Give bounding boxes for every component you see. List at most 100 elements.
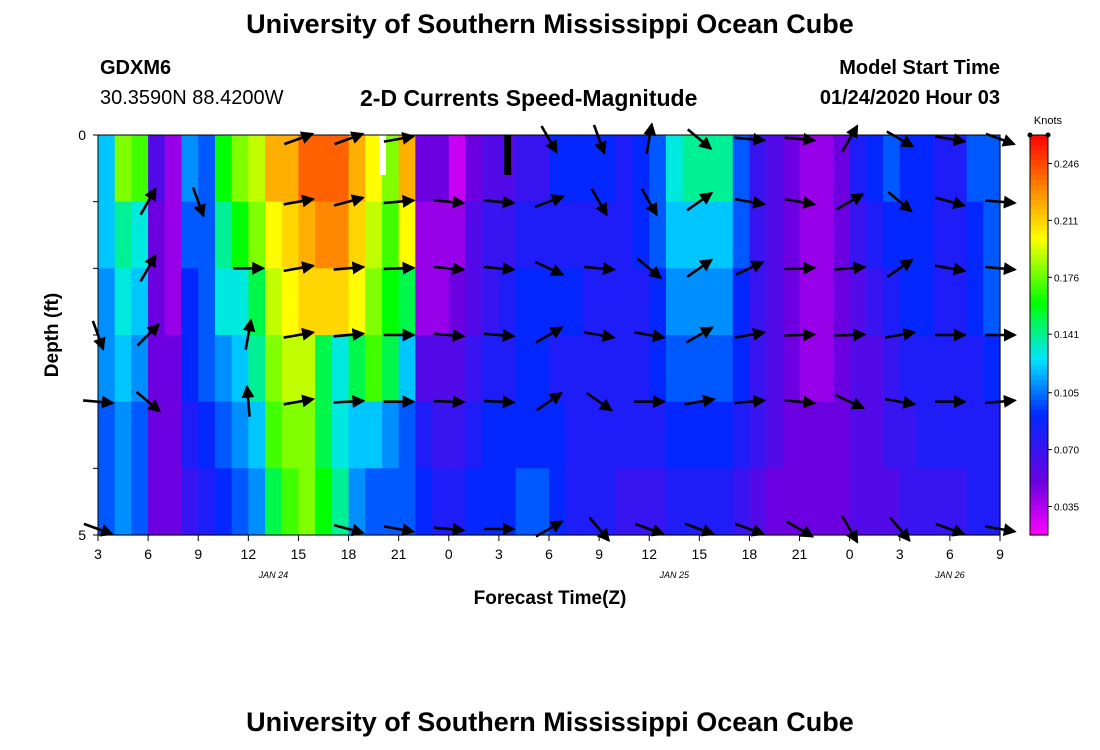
colorbar-segment — [1030, 475, 1048, 481]
heatmap-cell — [148, 135, 166, 203]
heatmap-cell — [582, 335, 600, 403]
heatmap-cell — [599, 201, 617, 269]
colorbar-segment — [1030, 260, 1048, 266]
x-tick-label: 12 — [641, 546, 657, 562]
current-vector — [586, 392, 613, 412]
heatmap-cell — [916, 201, 934, 269]
heatmap-cell — [298, 268, 316, 336]
model-start-label: Model Start Time — [839, 57, 1000, 79]
heatmap-cell — [565, 468, 583, 536]
colorbar-segment — [1030, 355, 1048, 361]
colorbar-segment — [1030, 215, 1048, 221]
colorbar-segment — [1030, 495, 1048, 501]
colorbar-tick-label: 0.141 — [1054, 330, 1079, 341]
heatmap-cell — [365, 401, 383, 469]
colorbar-tick-label: 0.176 — [1054, 273, 1079, 284]
colorbar-segment — [1030, 350, 1048, 356]
heatmap-cell — [482, 135, 500, 203]
heatmap-cell — [832, 201, 851, 269]
heatmap-cell — [348, 201, 366, 269]
heatmap-cell — [949, 401, 968, 469]
heatmap-cell — [482, 268, 500, 336]
heatmap-cell — [565, 135, 583, 203]
heatmap-cell — [565, 401, 583, 469]
heatmap-cell — [749, 401, 767, 469]
colorbar-segment — [1030, 315, 1048, 321]
heatmap-cell — [432, 401, 450, 469]
heatmap-cell — [866, 335, 884, 403]
heatmap-cell — [933, 335, 951, 403]
colorbar-segment — [1030, 345, 1048, 351]
heatmap-cell — [565, 268, 583, 336]
heatmap-cell — [549, 201, 567, 269]
heatmap-cell — [248, 468, 266, 536]
current-vector — [636, 257, 663, 280]
current-vector — [785, 520, 815, 538]
heatmap-cell — [549, 335, 567, 403]
heatmap-cell — [365, 335, 383, 403]
colorbar-segment — [1030, 145, 1048, 151]
heatmap-cell — [448, 401, 467, 469]
heatmap-cell — [899, 135, 918, 203]
current-vector — [884, 327, 917, 341]
current-vector — [886, 258, 914, 278]
colorbar-segment — [1030, 510, 1048, 516]
colorbar-segment — [1030, 320, 1048, 326]
colorbar-segment — [1030, 405, 1048, 411]
heatmap-cell — [248, 201, 266, 269]
x-tick-label: 15 — [692, 546, 708, 562]
current-vector — [836, 193, 865, 211]
colorbar-tick-label: 0.070 — [1054, 446, 1079, 457]
heatmap-cell — [148, 401, 166, 469]
heatmap-cell — [515, 268, 533, 336]
heatmap-cell — [98, 268, 116, 336]
heatmap-cell — [248, 335, 266, 403]
current-vector — [383, 131, 416, 145]
current-vector — [191, 187, 206, 218]
heatmap-cell — [883, 401, 901, 469]
current-vector — [841, 515, 859, 544]
colorbar-segment — [1030, 310, 1048, 316]
colorbar-segment — [1030, 485, 1048, 491]
colorbar-segment — [1030, 280, 1048, 286]
x-tick-label: 6 — [545, 546, 553, 562]
heatmap-cell — [933, 268, 951, 336]
colorbar-segment — [1030, 410, 1048, 416]
current-vector — [734, 394, 767, 408]
heatmap-cell — [849, 335, 867, 403]
heatmap-cell — [665, 335, 684, 403]
current-vector — [241, 384, 255, 417]
heatmap-cell — [148, 201, 166, 269]
current-vector — [433, 395, 466, 409]
x-tick-label: 3 — [896, 546, 904, 562]
heatmap-cell — [498, 335, 517, 403]
current-vector — [333, 194, 365, 207]
heatmap-cell — [799, 268, 817, 336]
heatmap-cell — [782, 401, 801, 469]
heatmap-cell — [164, 135, 183, 203]
current-vector — [684, 522, 716, 537]
heatmap-cell — [482, 335, 500, 403]
colorbar-segment — [1030, 270, 1048, 276]
heatmap-cell — [699, 401, 717, 469]
y-axis-label: Depth (ft) — [42, 293, 63, 377]
current-vector — [686, 128, 713, 150]
heatmap-cell — [231, 201, 249, 269]
heatmap-cell — [916, 135, 934, 203]
heatmap-cell — [933, 135, 951, 203]
colorbar-segment — [1030, 370, 1048, 376]
heatmap-cell — [498, 401, 517, 469]
heatmap-cell — [799, 401, 817, 469]
x-tick-label: 15 — [291, 546, 307, 562]
current-vector — [835, 394, 866, 410]
heatmap-cell — [632, 268, 650, 336]
heatmap-cell — [732, 201, 751, 269]
heatmap-cell — [766, 468, 784, 536]
heatmap-cell — [265, 268, 283, 336]
heatmap-cell — [214, 135, 233, 203]
current-vector — [333, 523, 365, 537]
axes: 3 6 9 12 15 18 21 0 3 6 9 12 15 18 21 0 3 6 9 JAN 24 JAN 25 J… — [78, 127, 1004, 580]
x-tick-label: 0 — [445, 546, 453, 562]
heatmap-cell — [983, 268, 1001, 336]
heatmap-cell — [716, 268, 734, 336]
